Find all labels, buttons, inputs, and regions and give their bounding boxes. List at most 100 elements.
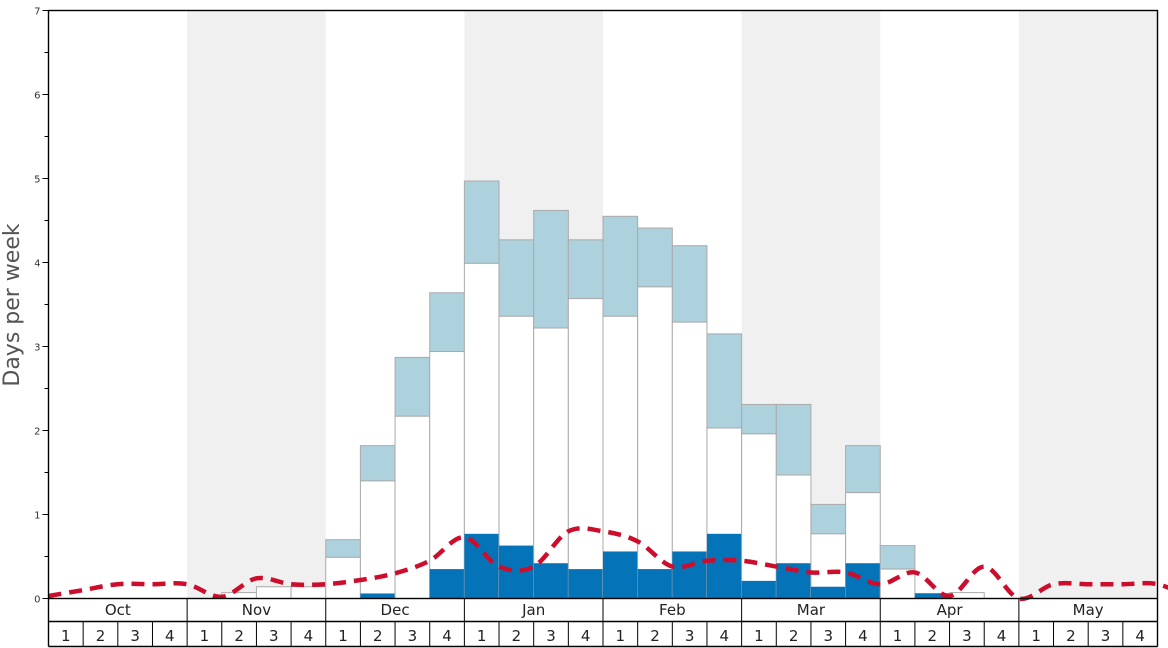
bar-middle-segment: [394, 415, 431, 599]
shade-band-nov: [187, 10, 326, 599]
bar-top-segment: [359, 445, 396, 482]
bar-middle-segment: [290, 586, 327, 599]
week-label: 2: [96, 627, 106, 645]
week-label: 2: [789, 627, 799, 645]
week-label: 2: [1066, 627, 1076, 645]
average-line-group: [48, 526, 1168, 602]
average-line: [48, 526, 1168, 602]
y-tick-label: 5: [34, 175, 40, 186]
week-label: 3: [1101, 627, 1111, 645]
y-tick-label: 6: [34, 91, 40, 102]
week-label: 1: [754, 627, 764, 645]
bar-bottom-segment: [603, 551, 638, 599]
week-label: 3: [823, 627, 833, 645]
week-label: 1: [200, 627, 210, 645]
bar-middle-segment: [255, 586, 292, 599]
week-label: 3: [962, 627, 972, 645]
bar-middle-segment: [637, 286, 673, 599]
bar-bottom-segment: [499, 545, 534, 599]
week-label: 4: [997, 627, 1007, 645]
bar-bottom-segment: [637, 569, 673, 599]
bar-top-segment: [394, 356, 431, 417]
bar-top-segment: [429, 292, 465, 353]
bar-bottom-segment: [741, 580, 777, 599]
bar-bottom-segment: [810, 586, 846, 599]
week-label: 4: [858, 627, 868, 645]
week-label: 2: [512, 627, 522, 645]
bar-bottom-segment: [914, 593, 950, 599]
week-label: 2: [927, 627, 937, 645]
bar-top-segment: [533, 209, 569, 329]
y-tick-label: 1: [34, 511, 40, 522]
week-label: 1: [616, 627, 626, 645]
bar-top-segment: [810, 503, 847, 535]
shade-band-may: [1018, 10, 1158, 599]
bar-series: [221, 180, 985, 600]
bar-bottom-segment: [533, 563, 569, 599]
week-label: 2: [373, 627, 383, 645]
bar-middle-segment: [567, 298, 604, 599]
week-label: 3: [685, 627, 695, 645]
week-label: 3: [269, 627, 279, 645]
month-label-oct: Oct: [105, 601, 131, 619]
bar-middle-segment: [533, 327, 569, 599]
bar-middle-segment: [949, 592, 985, 599]
y-tick-label: 2: [34, 427, 40, 438]
week-label: 4: [304, 627, 314, 645]
bar-top-segment: [741, 403, 777, 435]
week-label: 1: [1031, 627, 1041, 645]
week-label: 2: [650, 627, 660, 645]
week-label: 3: [408, 627, 418, 645]
bar-middle-segment: [741, 433, 777, 599]
month-label-nov: Nov: [242, 601, 271, 619]
week-label: 1: [61, 627, 71, 645]
bar-middle-segment: [221, 592, 257, 599]
bar-middle-segment: [325, 556, 361, 600]
y-axis-label: Days per week: [0, 223, 25, 386]
week-label: 3: [130, 627, 140, 645]
week-label: 3: [546, 627, 556, 645]
month-label-mar: Mar: [797, 601, 826, 619]
y-axis: 0 1 2 3 4 5 6 7: [34, 7, 49, 606]
bar-top-segment: [775, 403, 812, 476]
week-label: 4: [165, 627, 175, 645]
bar-bottom-segment: [360, 593, 396, 599]
y-tick-label: 3: [34, 343, 40, 354]
bar-bottom-segment: [672, 551, 707, 599]
bar-bottom-segment: [429, 569, 465, 599]
bar-bottom-segment: [568, 569, 603, 599]
bar-top-segment: [498, 239, 535, 317]
month-label-jan: Jan: [521, 601, 545, 619]
y-tick-label: 0: [34, 595, 40, 606]
month-label-dec: Dec: [381, 601, 410, 619]
week-label: 1: [338, 627, 348, 645]
y-tick-label: 7: [34, 7, 40, 18]
bar-top-segment: [325, 539, 361, 558]
y-tick-label: 4: [34, 259, 40, 270]
week-label: 1: [893, 627, 903, 645]
bar-bottom-segment: [464, 533, 500, 599]
week-label: 4: [442, 627, 452, 645]
bar-bottom-segment: [706, 533, 742, 599]
bar-top-segment: [879, 545, 916, 570]
bar-top-segment: [463, 180, 500, 264]
week-label: 4: [1135, 627, 1145, 645]
month-label-may: May: [1073, 601, 1104, 619]
plot-frame: [47, 9, 1159, 600]
x-axis: Oct 1 2 3 4 Nov 1 2 3 4 Dec 1 2 3 4 Jan 1 2 3 4 Feb 1 2 3 4 Mar 1 2…: [47, 598, 1159, 648]
week-label: 4: [581, 627, 591, 645]
bar-top-segment: [706, 333, 743, 429]
bar-middle-segment: [429, 351, 465, 600]
bar-top-segment: [637, 227, 673, 288]
week-label: 1: [477, 627, 487, 645]
bar-top-segment: [671, 245, 708, 323]
bar-top-segment: [845, 445, 881, 494]
month-label-feb: Feb: [659, 601, 686, 619]
week-label: 2: [234, 627, 244, 645]
bar-bottom-segment: [845, 563, 881, 599]
bar-top-segment: [567, 239, 604, 300]
bar-top-segment: [602, 215, 639, 317]
week-label: 4: [720, 627, 730, 645]
month-label-apr: Apr: [937, 601, 964, 619]
